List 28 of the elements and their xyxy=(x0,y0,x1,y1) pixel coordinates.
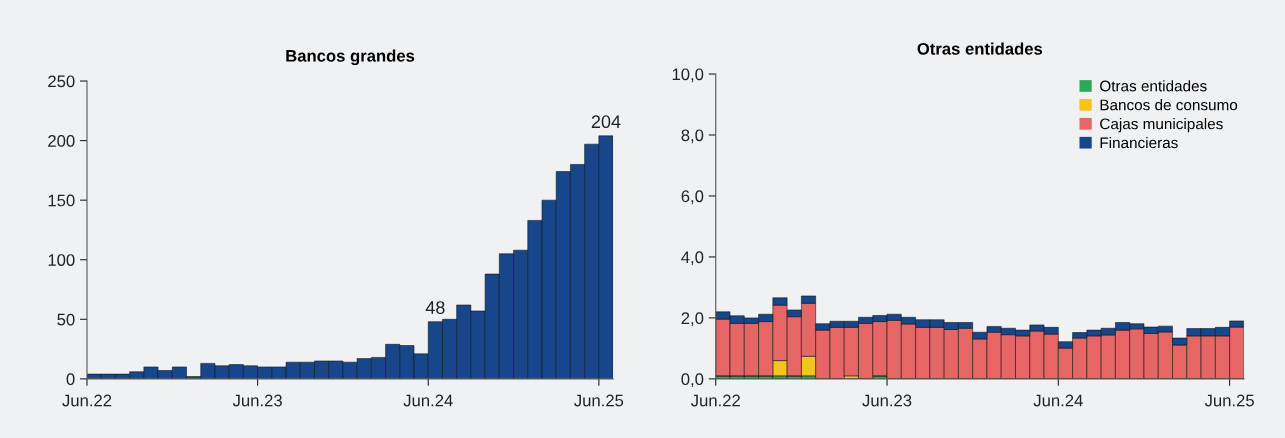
y-tick-label: 0,0 xyxy=(681,373,704,388)
y-tick-label: 250 xyxy=(48,75,75,88)
x-tick-label: Jun.25 xyxy=(574,394,624,407)
y-tick-label: 0 xyxy=(66,373,75,386)
y-tick-label: 150 xyxy=(48,194,75,207)
y-tick-label: 2,0 xyxy=(681,312,704,327)
x-tick-label: Jun.24 xyxy=(403,394,453,407)
chart-title: Bancos grandes xyxy=(286,49,415,66)
x-tick-label: Jun.22 xyxy=(62,394,112,407)
data-label: 48 xyxy=(425,301,445,314)
x-tick-label: Jun.23 xyxy=(232,394,282,407)
chart-title: Otras entidades xyxy=(917,42,1043,55)
legend-label: Bancos de consumo xyxy=(1100,99,1238,111)
y-tick-label: 4,0 xyxy=(681,251,704,266)
x-tick-label: Jun.24 xyxy=(1033,394,1083,407)
y-tick-label: 8,0 xyxy=(681,129,704,144)
y-tick-label: 200 xyxy=(48,135,75,147)
data-label: 204 xyxy=(591,115,621,129)
y-tick-label: 10,0 xyxy=(672,68,704,83)
x-tick-label: Jun.23 xyxy=(862,394,912,407)
legend-label: Financieras xyxy=(1100,136,1178,149)
legend-label: Cajas municipales xyxy=(1100,118,1223,133)
legend-label: Otras entidades xyxy=(1100,80,1207,92)
x-tick-label: Jun.25 xyxy=(1204,394,1254,407)
y-tick-label: 6,0 xyxy=(681,190,704,205)
y-tick-label: 100 xyxy=(48,254,75,266)
y-tick-label: 50 xyxy=(57,313,75,326)
x-tick-label: Jun.22 xyxy=(690,394,740,407)
